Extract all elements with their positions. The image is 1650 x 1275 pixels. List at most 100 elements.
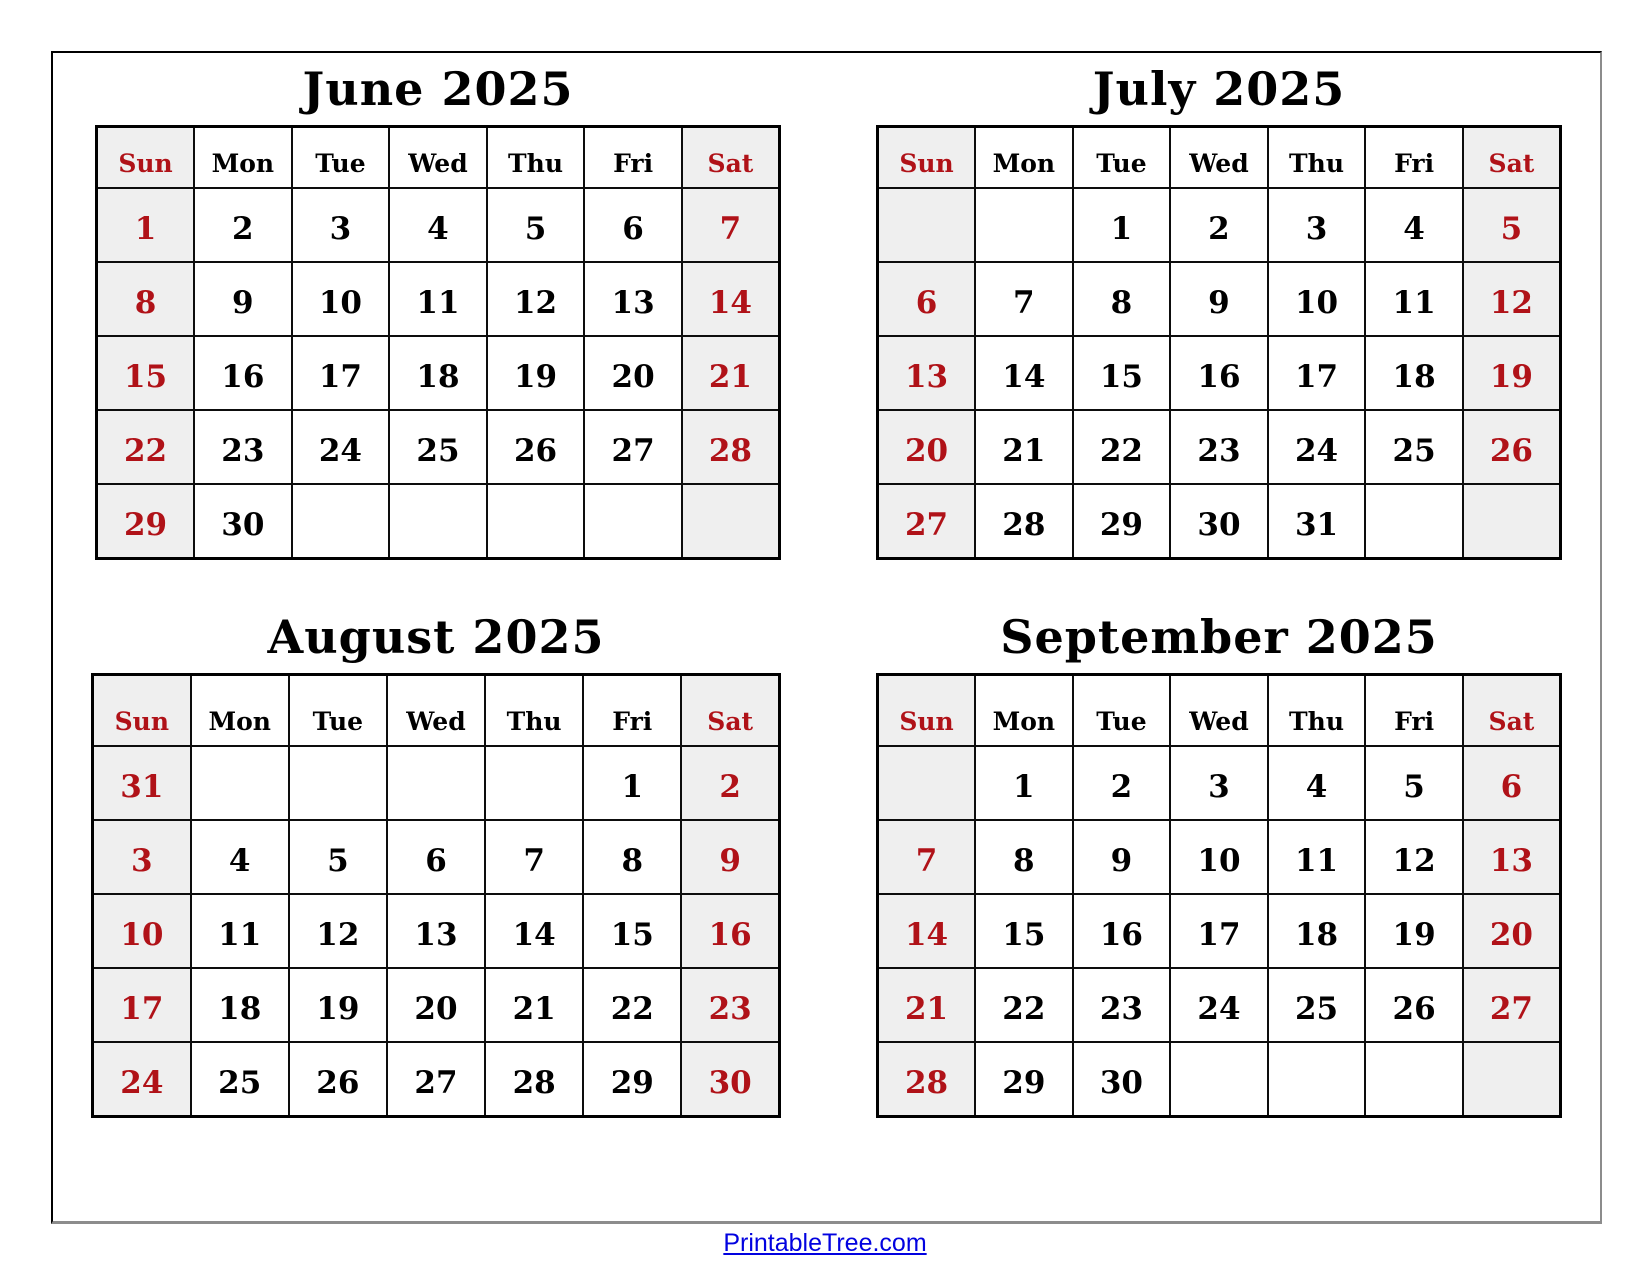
day-cell-august-20: 20 xyxy=(385,967,487,1043)
weekday-header-wed: Wed xyxy=(385,673,487,747)
weekday-header-thu: Thu xyxy=(1266,673,1367,747)
day-cell-september-14: 14 xyxy=(876,893,977,969)
day-cell-empty xyxy=(1461,483,1562,560)
day-cell-june-2: 2 xyxy=(193,187,293,263)
weekday-header-sat: Sat xyxy=(680,673,781,747)
week-row: 31 1 2 xyxy=(91,745,781,821)
day-cell-june-26: 26 xyxy=(485,409,586,485)
weekday-header-tue: Tue xyxy=(1071,125,1172,189)
day-cell-september-19: 19 xyxy=(1364,893,1464,969)
day-cell-august-12: 12 xyxy=(287,893,388,969)
day-cell-august-14: 14 xyxy=(484,893,585,969)
week-row: 6 7 8 9 10 11 12 xyxy=(876,261,1562,337)
day-cell-july-25: 25 xyxy=(1364,409,1464,485)
day-cell-august-15: 15 xyxy=(582,893,683,969)
day-cell-september-21: 21 xyxy=(876,967,977,1043)
month-table-july: Sun Mon Tue Wed Thu Fri Sat 1 2 3 4 5 6 7 8 9 10 11 12 13 14… xyxy=(876,125,1562,560)
weekday-header-fri: Fri xyxy=(1364,125,1464,189)
day-cell-july-14: 14 xyxy=(974,335,1074,411)
day-cell-june-21: 21 xyxy=(680,335,781,411)
week-row: 24 25 26 27 28 29 30 xyxy=(91,1041,781,1118)
day-cell-september-7: 7 xyxy=(876,819,977,895)
day-cell-july-11: 11 xyxy=(1364,261,1464,337)
day-cell-september-6: 6 xyxy=(1461,745,1562,821)
day-cell-july-26: 26 xyxy=(1461,409,1562,485)
day-cell-september-8: 8 xyxy=(974,819,1074,895)
week-row: 29 30 xyxy=(95,483,781,560)
day-cell-june-24: 24 xyxy=(290,409,391,485)
weekday-header-sat: Sat xyxy=(1461,673,1562,747)
day-cell-august-25: 25 xyxy=(189,1041,290,1118)
day-cell-july-7: 7 xyxy=(974,261,1074,337)
day-cell-july-31: 31 xyxy=(1266,483,1367,560)
day-cell-july-2: 2 xyxy=(1169,187,1269,263)
day-cell-august-9: 9 xyxy=(680,819,781,895)
day-cell-september-9: 9 xyxy=(1071,819,1172,895)
weekday-header-fri: Fri xyxy=(1364,673,1464,747)
month-august: August 2025 Sun Mon Tue Wed Thu Fri Sat 31 1 2 3 4 5… xyxy=(91,611,781,1118)
day-cell-september-4: 4 xyxy=(1266,745,1367,821)
day-cell-july-20: 20 xyxy=(876,409,977,485)
day-cell-july-10: 10 xyxy=(1266,261,1367,337)
day-cell-june-1: 1 xyxy=(95,187,196,263)
weekday-header-mon: Mon xyxy=(974,125,1074,189)
day-cell-august-26: 26 xyxy=(287,1041,388,1118)
day-cell-august-6: 6 xyxy=(385,819,487,895)
day-cell-july-29: 29 xyxy=(1071,483,1172,560)
day-cell-august-13: 13 xyxy=(385,893,487,969)
day-cell-june-6: 6 xyxy=(583,187,683,263)
day-cell-september-16: 16 xyxy=(1071,893,1172,969)
day-cell-july-8: 8 xyxy=(1071,261,1172,337)
day-cell-august-19: 19 xyxy=(287,967,388,1043)
day-cell-june-14: 14 xyxy=(680,261,781,337)
day-cell-empty xyxy=(1266,1041,1367,1118)
day-cell-august-24: 24 xyxy=(91,1041,192,1118)
day-cell-july-22: 22 xyxy=(1071,409,1172,485)
day-cell-august-3: 3 xyxy=(91,819,192,895)
day-cell-september-11: 11 xyxy=(1266,819,1367,895)
day-cell-august-27: 27 xyxy=(385,1041,487,1118)
month-table-september: Sun Mon Tue Wed Thu Fri Sat 1 2 3 4 5 6 7 8 9 10 11 12 13 14… xyxy=(876,673,1562,1118)
day-cell-september-26: 26 xyxy=(1364,967,1464,1043)
month-table-june: Sun Mon Tue Wed Thu Fri Sat 1 2 3 4 5 6 7 8 9 10 11 12 13 14… xyxy=(95,125,781,560)
day-cell-empty xyxy=(876,187,977,263)
day-cell-august-7: 7 xyxy=(484,819,585,895)
day-cell-july-13: 13 xyxy=(876,335,977,411)
day-cell-september-27: 27 xyxy=(1461,967,1562,1043)
day-cell-june-11: 11 xyxy=(388,261,488,337)
day-cell-june-12: 12 xyxy=(485,261,586,337)
day-cell-august-31: 31 xyxy=(91,745,192,821)
day-cell-august-1: 1 xyxy=(582,745,683,821)
day-cell-september-22: 22 xyxy=(974,967,1074,1043)
day-cell-empty xyxy=(287,745,388,821)
month-title-september: September 2025 xyxy=(1000,610,1438,664)
month-table-august: Sun Mon Tue Wed Thu Fri Sat 31 1 2 3 4 5 6 7 8 9 10 11 12 13… xyxy=(91,673,781,1118)
week-row: 14 15 16 17 18 19 20 xyxy=(876,893,1562,969)
weekday-header-row: Sun Mon Tue Wed Thu Fri Sat xyxy=(95,125,781,189)
day-cell-july-9: 9 xyxy=(1169,261,1269,337)
day-cell-july-21: 21 xyxy=(974,409,1074,485)
footer-link[interactable]: PrintableTree.com xyxy=(723,1229,927,1257)
day-cell-september-12: 12 xyxy=(1364,819,1464,895)
day-cell-june-18: 18 xyxy=(388,335,488,411)
weekday-header-mon: Mon xyxy=(193,125,293,189)
day-cell-september-30: 30 xyxy=(1071,1041,1172,1118)
day-cell-july-16: 16 xyxy=(1169,335,1269,411)
calendar-border-frame: June 2025 Sun Mon Tue Wed Thu Fri Sat 1 2 3 4 5 6 7 8 9… xyxy=(51,51,1602,1224)
day-cell-empty xyxy=(1364,1041,1464,1118)
day-cell-empty xyxy=(583,483,683,560)
weekday-header-sun: Sun xyxy=(876,673,977,747)
day-cell-september-10: 10 xyxy=(1169,819,1269,895)
weekday-header-sat: Sat xyxy=(1461,125,1562,189)
day-cell-august-16: 16 xyxy=(680,893,781,969)
weekday-header-thu: Thu xyxy=(1266,125,1367,189)
day-cell-july-6: 6 xyxy=(876,261,977,337)
week-row: 15 16 17 18 19 20 21 xyxy=(95,335,781,411)
day-cell-june-3: 3 xyxy=(290,187,391,263)
day-cell-june-27: 27 xyxy=(583,409,683,485)
weekday-header-mon: Mon xyxy=(974,673,1074,747)
weekday-header-fri: Fri xyxy=(583,125,683,189)
day-cell-july-17: 17 xyxy=(1266,335,1367,411)
weekday-header-wed: Wed xyxy=(1169,673,1269,747)
day-cell-august-29: 29 xyxy=(582,1041,683,1118)
